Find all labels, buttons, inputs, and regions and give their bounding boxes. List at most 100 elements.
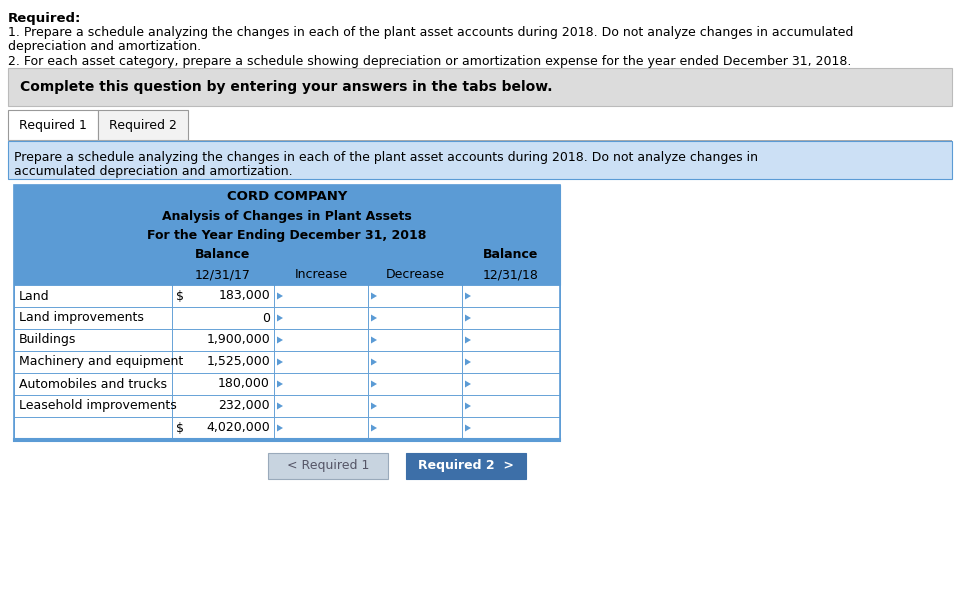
- Polygon shape: [465, 337, 471, 343]
- Polygon shape: [465, 380, 471, 387]
- Bar: [274, 395, 368, 417]
- Text: $: $: [176, 290, 184, 302]
- Text: 12/31/18: 12/31/18: [483, 268, 539, 281]
- Text: Land improvements: Land improvements: [19, 312, 144, 324]
- Bar: [14, 226, 560, 245]
- Text: 180,000: 180,000: [218, 377, 270, 390]
- Bar: [268, 453, 388, 479]
- Bar: [14, 265, 560, 285]
- Bar: [462, 373, 560, 395]
- Text: For the Year Ending December 31, 2018: For the Year Ending December 31, 2018: [147, 229, 426, 242]
- Polygon shape: [371, 359, 377, 365]
- Text: Land: Land: [19, 290, 50, 302]
- Bar: [274, 417, 368, 439]
- Text: Automobiles and trucks: Automobiles and trucks: [19, 377, 167, 390]
- Text: Decrease: Decrease: [386, 268, 444, 281]
- Text: accumulated depreciation and amortization.: accumulated depreciation and amortizatio…: [14, 165, 293, 178]
- Text: CORD COMPANY: CORD COMPANY: [227, 189, 348, 202]
- Bar: [14, 417, 172, 439]
- Polygon shape: [465, 402, 471, 409]
- Polygon shape: [371, 402, 377, 409]
- Text: Complete this question by entering your answers in the tabs below.: Complete this question by entering your …: [20, 80, 553, 94]
- Polygon shape: [277, 424, 283, 431]
- Bar: [368, 329, 462, 351]
- Polygon shape: [465, 424, 471, 431]
- Bar: [462, 329, 560, 351]
- Bar: [8, 141, 952, 179]
- Text: 1,900,000: 1,900,000: [206, 334, 270, 346]
- Bar: [14, 351, 172, 373]
- Bar: [14, 207, 560, 226]
- Polygon shape: [371, 293, 377, 299]
- Bar: [274, 373, 368, 395]
- Bar: [8, 140, 952, 141]
- Polygon shape: [277, 402, 283, 409]
- Polygon shape: [465, 359, 471, 365]
- Bar: [172, 329, 274, 351]
- Bar: [462, 395, 560, 417]
- Bar: [274, 307, 368, 329]
- Bar: [462, 285, 560, 307]
- Polygon shape: [277, 315, 283, 321]
- Bar: [172, 285, 274, 307]
- Text: 232,000: 232,000: [218, 399, 270, 412]
- Bar: [368, 307, 462, 329]
- Text: 12/31/17: 12/31/17: [195, 268, 251, 281]
- Bar: [172, 351, 274, 373]
- Text: Buildings: Buildings: [19, 334, 77, 346]
- Bar: [14, 329, 172, 351]
- Polygon shape: [371, 424, 377, 431]
- Bar: [274, 351, 368, 373]
- Bar: [14, 185, 560, 439]
- Text: Machinery and equipment: Machinery and equipment: [19, 355, 183, 368]
- Polygon shape: [465, 293, 471, 299]
- Text: Balance: Balance: [195, 249, 251, 261]
- Text: 0: 0: [262, 312, 270, 324]
- Bar: [14, 373, 172, 395]
- Bar: [406, 453, 526, 479]
- Polygon shape: [277, 380, 283, 387]
- Bar: [172, 307, 274, 329]
- Bar: [368, 285, 462, 307]
- Text: Prepare a schedule analyzing the changes in each of the plant asset accounts dur: Prepare a schedule analyzing the changes…: [14, 151, 758, 164]
- Text: Increase: Increase: [295, 268, 348, 281]
- Bar: [274, 285, 368, 307]
- Text: depreciation and amortization.: depreciation and amortization.: [8, 40, 202, 53]
- Bar: [172, 373, 274, 395]
- Bar: [14, 307, 172, 329]
- Bar: [8, 110, 98, 140]
- Text: Required:: Required:: [8, 12, 82, 25]
- Bar: [8, 68, 952, 106]
- Text: 1. Prepare a schedule analyzing the changes in each of the plant asset accounts : 1. Prepare a schedule analyzing the chan…: [8, 26, 853, 39]
- Bar: [172, 395, 274, 417]
- Bar: [98, 110, 188, 140]
- Bar: [368, 373, 462, 395]
- Text: 1,525,000: 1,525,000: [206, 355, 270, 368]
- Bar: [462, 417, 560, 439]
- Text: Analysis of Changes in Plant Assets: Analysis of Changes in Plant Assets: [162, 210, 412, 223]
- Text: 4,020,000: 4,020,000: [206, 421, 270, 434]
- Text: Required 1: Required 1: [19, 118, 87, 131]
- Polygon shape: [277, 337, 283, 343]
- Polygon shape: [277, 359, 283, 365]
- Bar: [368, 417, 462, 439]
- Bar: [172, 417, 274, 439]
- Bar: [14, 285, 172, 307]
- Text: Required 2  >: Required 2 >: [418, 459, 514, 472]
- Text: Required 2: Required 2: [109, 118, 177, 131]
- Text: Balance: Balance: [483, 249, 539, 261]
- Bar: [274, 329, 368, 351]
- Polygon shape: [277, 293, 283, 299]
- Polygon shape: [465, 315, 471, 321]
- Bar: [462, 351, 560, 373]
- Bar: [14, 245, 560, 265]
- Bar: [462, 307, 560, 329]
- Text: Leasehold improvements: Leasehold improvements: [19, 399, 177, 412]
- Bar: [14, 395, 172, 417]
- Bar: [14, 185, 560, 207]
- Polygon shape: [371, 315, 377, 321]
- Text: $: $: [176, 421, 184, 434]
- Polygon shape: [371, 337, 377, 343]
- Text: 2. For each asset category, prepare a schedule showing depreciation or amortizat: 2. For each asset category, prepare a sc…: [8, 55, 852, 68]
- Text: < Required 1: < Required 1: [287, 459, 370, 472]
